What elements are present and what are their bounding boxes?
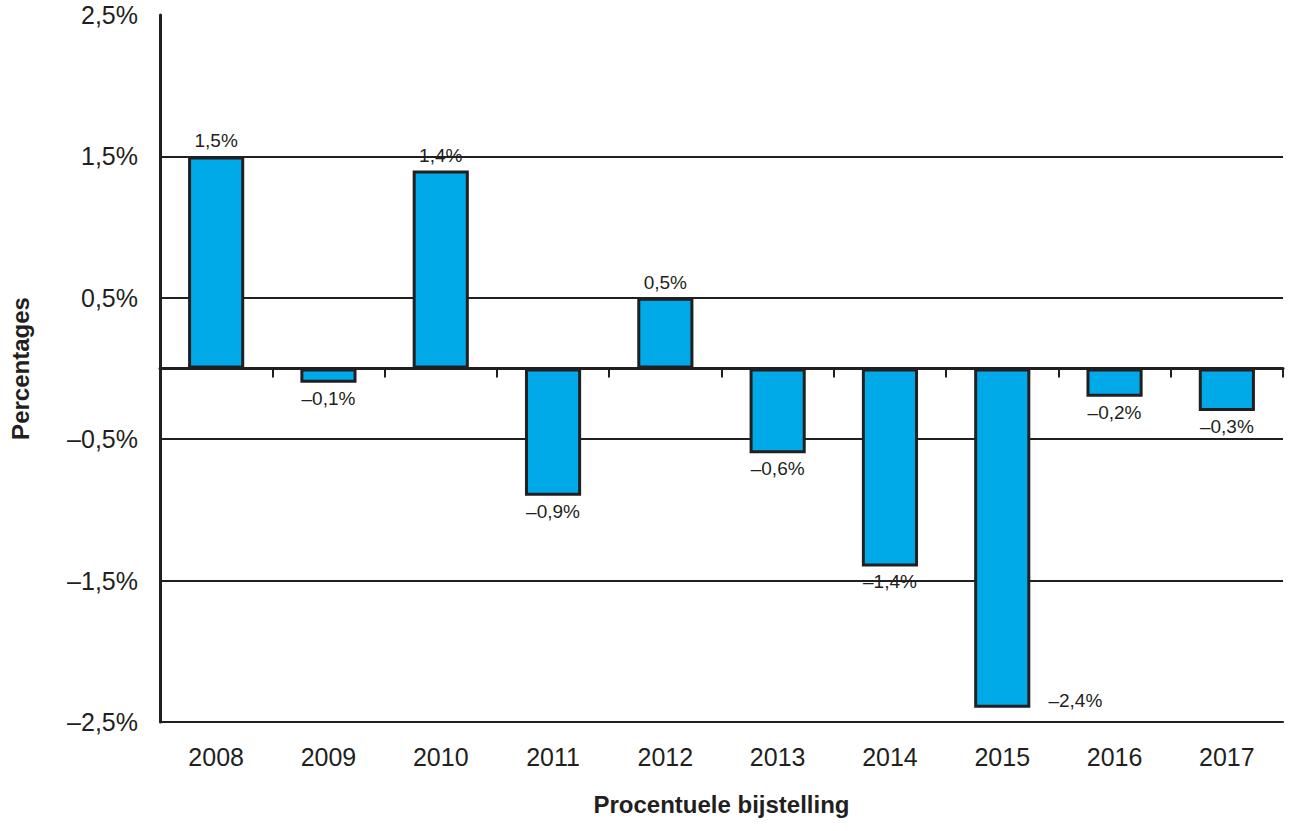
svg-text:Procentuele bijstelling: Procentuele bijstelling [593,791,849,818]
svg-text:2011: 2011 [526,743,580,771]
svg-text:2009: 2009 [301,743,357,771]
svg-text:1,4%: 1,4% [419,145,462,166]
svg-text:Percentages: Percentages [7,297,34,440]
svg-text:–0,2%: –0,2% [1088,402,1142,423]
svg-text:–1,5%: –1,5% [67,567,138,595]
svg-text:–0,1%: –0,1% [302,388,356,409]
svg-text:1,5%: 1,5% [81,142,138,170]
svg-text:–2,5%: –2,5% [67,708,138,736]
svg-text:–2,4%: –2,4% [1048,690,1102,711]
svg-text:–0,3%: –0,3% [1200,416,1254,437]
svg-text:2017: 2017 [1199,743,1255,771]
svg-text:2010: 2010 [413,743,469,771]
svg-text:–0,9%: –0,9% [526,501,580,522]
svg-text:–0,5%: –0,5% [67,425,138,453]
svg-text:2012: 2012 [638,743,694,771]
svg-text:0,5%: 0,5% [644,272,687,293]
svg-text:2008: 2008 [188,743,244,771]
svg-text:1,5%: 1,5% [194,130,237,151]
svg-text:2014: 2014 [862,743,918,771]
svg-text:0,5%: 0,5% [81,284,138,312]
svg-text:–1,4%: –1,4% [863,571,917,592]
svg-text:2016: 2016 [1087,743,1143,771]
svg-text:2015: 2015 [974,743,1030,771]
svg-text:2,5%: 2,5% [81,1,138,29]
svg-text:–0,6%: –0,6% [751,458,805,479]
svg-text:2013: 2013 [750,743,806,771]
